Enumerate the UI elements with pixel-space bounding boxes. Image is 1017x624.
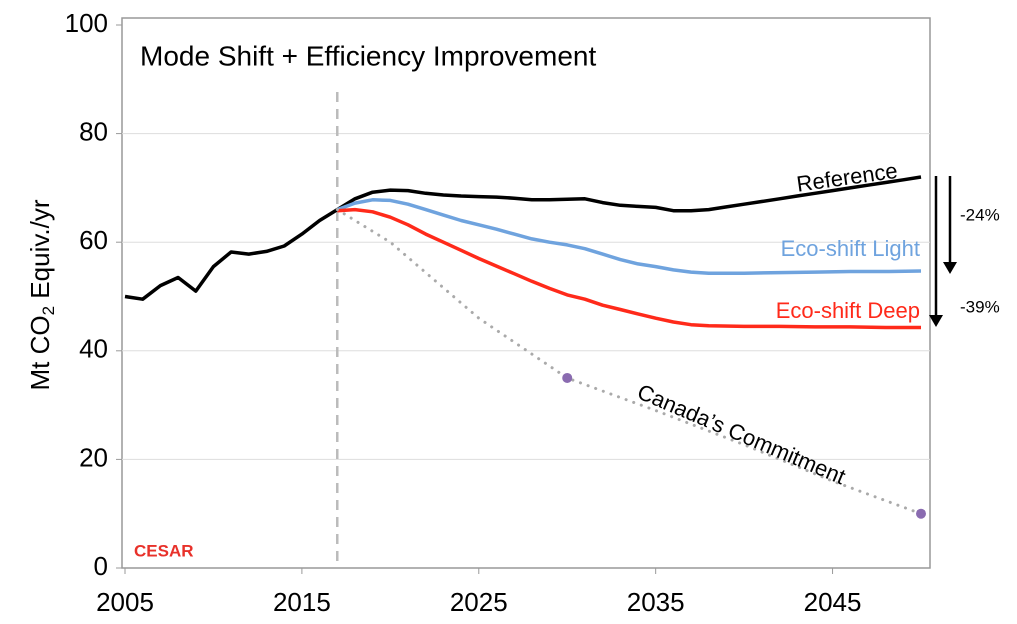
y-tick-label: 40 (79, 334, 108, 364)
y-tick-label: 60 (79, 225, 108, 255)
series-label: Reference (795, 158, 899, 197)
point-marker (916, 508, 926, 519)
y-label-rest: Equiv./yr (25, 199, 55, 306)
plot-frame (121, 17, 931, 569)
annotation: -39% (960, 297, 1000, 316)
y-label-main: Mt CO (25, 315, 55, 390)
series-line (124, 175, 922, 301)
x-tick-label: 2005 (96, 587, 154, 617)
arrow-head (929, 315, 943, 327)
x-tick-label: 2015 (273, 587, 331, 617)
x-tick-label: 2045 (804, 587, 862, 617)
x-tick-label: 2025 (450, 587, 508, 617)
y-tick-label: 20 (79, 442, 108, 472)
y-tick-label: 80 (79, 116, 108, 146)
y-tick-label: 0 (94, 551, 108, 581)
series-line (336, 198, 922, 275)
series-line (335, 208, 923, 516)
y-label-sub: 2 (39, 306, 58, 315)
point-marker (562, 372, 573, 383)
series-label: Canada’s Commitment (634, 379, 849, 489)
y-axis-label: Mt CO2 Equiv./yr (25, 199, 59, 390)
series-label: Eco-shift Light (781, 236, 920, 261)
arrow-head (943, 262, 957, 274)
chart-title: Mode Shift + Efficiency Improvement (140, 40, 596, 71)
x-tick-label: 2035 (627, 587, 685, 617)
annotation: -24% (960, 205, 1000, 224)
lines (124, 175, 926, 519)
y-tick-label: 100 (65, 8, 108, 38)
series-line (337, 207, 921, 330)
logo: CESAR (134, 541, 194, 560)
series-label: Eco-shift Deep (776, 298, 920, 323)
